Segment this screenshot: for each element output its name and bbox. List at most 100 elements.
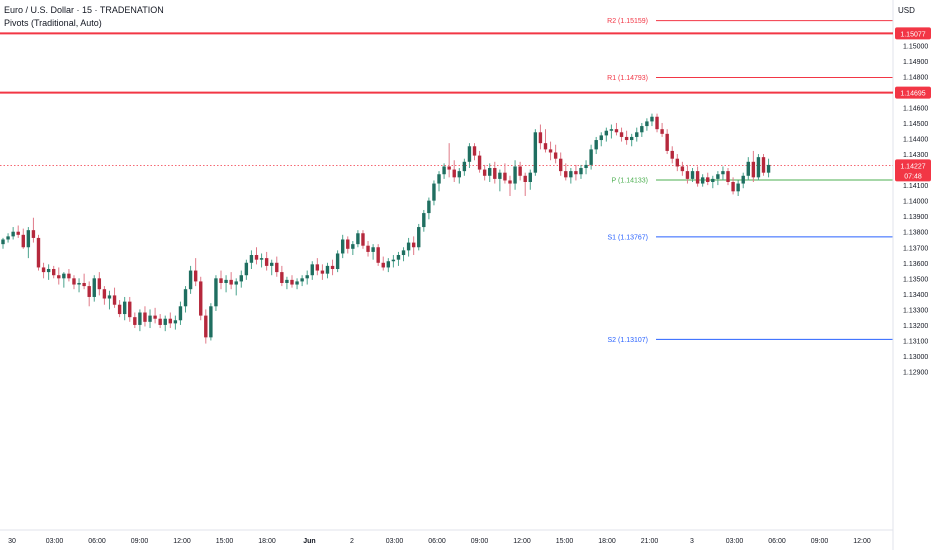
candle-body [711,178,715,182]
candle-body [579,168,583,175]
time-tick-label: Jun [303,538,315,545]
candle-body [538,132,543,144]
candle-body [741,175,745,184]
price-tick-label: 1.14900 [903,59,928,66]
price-tick-label: 1.14800 [903,74,928,81]
price-tick-label: 1.14000 [903,199,928,206]
candle-body [97,278,102,290]
time-tick-label: 06:00 [768,538,786,545]
candle-body [518,166,522,176]
candle-body [655,116,659,130]
candle-body [26,230,31,248]
time-tick-label: 18:00 [258,538,276,545]
candle-body [72,278,76,285]
time-tick-label: 21:00 [641,538,659,545]
candle-body [107,295,112,299]
candle-body [432,183,436,201]
candle-body [270,262,274,266]
time-tick-label: 12:00 [173,538,191,545]
candle-body [726,171,730,182]
candle-body [543,143,548,150]
candle-body [249,255,254,263]
candle-body [199,281,203,316]
candle-body [366,245,370,252]
candle-body [158,318,162,325]
candle-body [690,171,695,179]
time-tick-label: 09:00 [131,538,149,545]
candle-body [92,278,96,297]
price-tick-label: 1.13100 [903,338,928,345]
candle-body [528,172,532,182]
price-tick-label: 1.13000 [903,354,928,361]
candle-body [36,237,41,268]
candle-body [82,282,86,287]
candle-body [209,306,213,338]
candle-body [219,278,223,283]
candle-body [320,270,325,274]
candle-body [766,164,771,173]
price-tick-label: 1.13500 [903,276,928,283]
price-tick-label: 1.13800 [903,230,928,237]
candle-body [275,262,279,273]
currency-label[interactable]: USD [898,6,915,15]
candle-body [315,264,320,271]
candle-body [168,318,173,324]
candle-body [290,279,294,285]
candle-body [629,136,634,141]
candle-body [716,174,720,179]
indicator-legend[interactable]: Pivots (Traditional, Auto) [4,18,102,28]
candle-body [609,129,614,131]
pivot-label: S1 (1.13767) [608,234,648,241]
horizontal-levels[interactable] [0,32,893,94]
candle-body [361,233,365,246]
candle-body [442,166,446,175]
candle-body [513,166,517,184]
candle-body [239,275,243,282]
candle-body [381,262,385,268]
candle-body [569,171,573,178]
time-tick-label: 03:00 [46,538,64,545]
candle-body [122,301,127,315]
price-tick-label: 1.14400 [903,137,928,144]
candle-body [153,315,157,319]
price-tick-label: 1.13200 [903,323,928,330]
price-tick-label: 1.14500 [903,121,928,128]
candle-body [695,171,700,184]
candle-body [133,317,137,325]
price-tick-label: 1.14100 [903,183,928,190]
candle-body [503,172,507,181]
last-price-tag-label: 1.14227 [900,163,925,170]
candle-body [41,267,46,273]
pivot-label: S2 (1.13107) [608,337,648,344]
time-tick-label: 3 [690,538,694,545]
candle-body [1,239,5,245]
candle-body [427,200,431,214]
candle-body [204,315,208,338]
candle-body [295,281,299,285]
price-axis[interactable]: 1.151001.150001.149001.148001.146001.145… [903,28,928,377]
candle-body [254,255,259,260]
candle-body [87,286,91,297]
candle-body [488,168,492,176]
level-price-tag [895,27,931,40]
candle-body [736,183,740,192]
candle-body [11,231,15,237]
candle-body [163,318,167,325]
price-tick-label: 1.15000 [903,43,928,50]
candle-body [584,164,588,169]
symbol-title[interactable]: Euro / U.S. Dollar · 15 · TRADENATION [4,5,164,15]
candle-body [21,234,25,248]
candle-body [548,149,553,153]
time-tick-label: 06:00 [88,538,106,545]
last-price-tag [895,159,931,182]
time-axis[interactable]: 30 03:00 06:00 09:00 12:00 15:00 18:00 Jun 2 03:0… [8,538,871,545]
candle-body [751,161,756,178]
candle-body [128,301,132,318]
pivot-lines: R2 (1.15159) R1 (1.14793) P (1.14133) S1 (1… [607,18,893,344]
candle-body [264,258,269,266]
candle-body [52,269,56,276]
candle-body [422,213,426,228]
candle-body [619,132,624,137]
candle-body [685,171,690,179]
